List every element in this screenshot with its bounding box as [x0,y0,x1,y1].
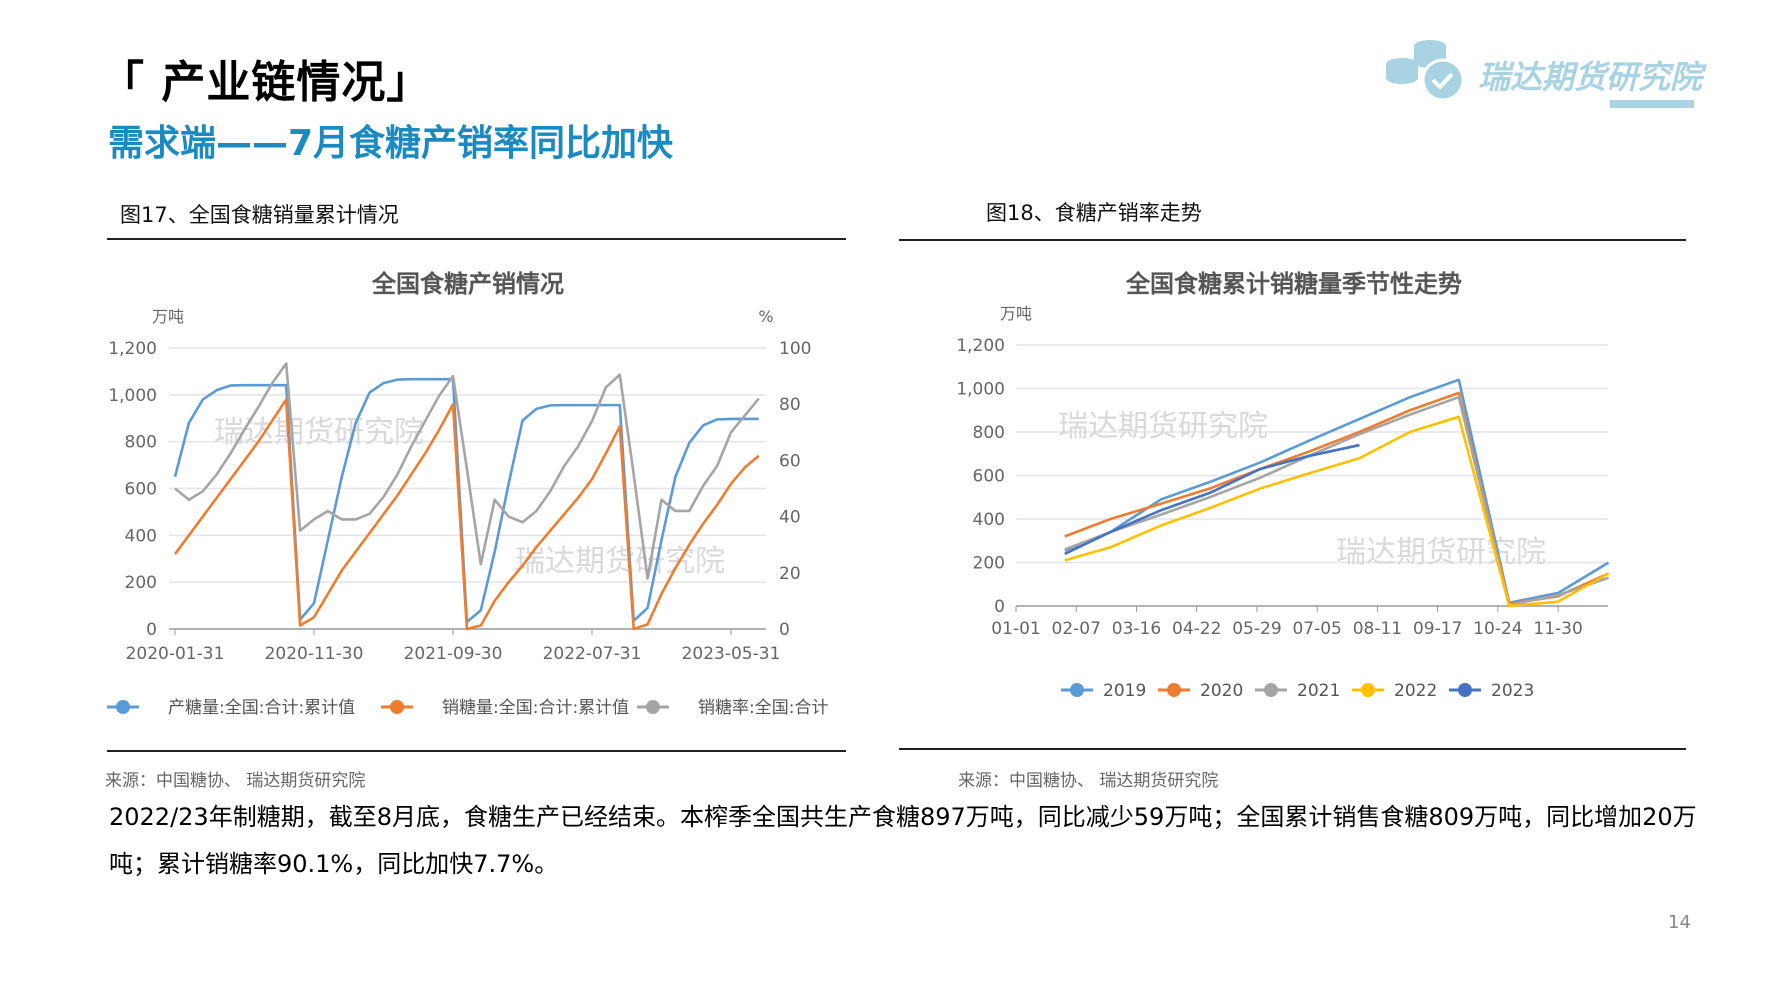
page-subtitle: 需求端——7月食糖产销率同比加快 [108,123,674,164]
figure-18-source: 来源：中国糖协、 瑞达期货研究院 [958,771,1219,791]
series-line-2023 [1064,443,1360,555]
y-tick-label: 1,000 [956,380,1005,400]
legend-dot-marker [1361,683,1375,697]
right-y-tick-label: 0 [779,620,790,640]
page-number: 14 [1668,912,1691,933]
watermark: 瑞达期货研究院 [1336,535,1546,570]
figure-18-top-rule [899,239,1686,241]
right-y-tick-label: 40 [779,508,801,528]
y-tick-label: 400 [973,510,1005,530]
x-tick-label: 2020-01-31 [126,644,225,664]
series-line-3 [174,362,760,580]
x-tick-label: 08-11 [1353,619,1402,639]
figure-17-source: 来源：中国糖协、 瑞达期货研究院 [105,771,366,791]
series-line-2022 [1064,415,1610,608]
chart-title: 全国食糖产销情况 [371,270,564,298]
legend-label: 2023 [1491,681,1534,701]
y-tick-label: 600 [973,467,1005,487]
legend-label: 销糖量:全国:合计:累计值 [442,698,629,718]
coins-check-icon [1386,40,1465,102]
y-tick-label: 0 [994,597,1005,617]
x-tick-label: 07-05 [1292,619,1341,639]
legend-label: 2020 [1200,681,1243,701]
x-tick-label: 11-30 [1533,619,1582,639]
figure-17-caption: 图17、全国食糖销量累计情况 [120,203,399,227]
logo-text: 瑞达期货研究院 [1478,58,1703,96]
series-line-2019 [1064,378,1610,605]
legend-dot-marker [390,700,404,714]
watermark: 瑞达期货研究院 [1058,409,1268,444]
left-y-tick-label: 600 [125,480,157,500]
left-y-tick-label: 1,200 [108,339,157,359]
series-line-2 [173,398,760,631]
left-y-tick-label: 200 [125,573,157,593]
left-y-tick-label: 800 [125,433,157,453]
legend-dot-marker [646,700,660,714]
left-y-tick-label: 1,000 [108,386,157,406]
figure-17-top-rule [107,238,846,240]
y-tick-label: 200 [973,554,1005,574]
legend-dot-marker [116,700,130,714]
logo-underline [1610,100,1694,108]
x-tick-label: 2021-09-30 [404,644,503,664]
legend-label: 2022 [1394,681,1437,701]
legend-label: 2019 [1103,681,1146,701]
company-logo [1385,36,1705,116]
right-axis-unit: % [758,307,773,326]
left-y-tick-label: 0 [146,620,157,640]
y-axis-unit: 万吨 [1000,304,1032,323]
x-tick-label: 02-07 [1052,619,1101,639]
x-tick-label: 09-17 [1413,619,1462,639]
section-title: 「 产业链情况」 [100,57,432,108]
y-tick-label: 1,200 [956,336,1005,356]
legend-dot-marker [1167,683,1181,697]
x-tick-label: 01-01 [991,619,1040,639]
x-tick-label: 03-16 [1112,619,1161,639]
legend-label: 产糖量:全国:合计:累计值 [168,698,355,718]
legend-label: 销糖率:全国:合计 [698,698,828,718]
x-tick-label: 2020-11-30 [265,644,364,664]
right-y-tick-label: 100 [779,339,811,359]
right-y-tick-label: 60 [779,451,801,471]
legend-dot-marker [1458,683,1472,697]
watermark: 瑞达期货研究院 [214,415,424,450]
series-line-2021 [1064,395,1610,607]
x-tick-label: 2022-07-31 [543,644,642,664]
legend-dot-marker [1264,683,1278,697]
figure-18-bottom-rule [899,748,1686,750]
x-tick-label: 04-22 [1172,619,1221,639]
left-y-tick-label: 400 [125,526,157,546]
chart-title: 全国食糖累计销糖量季节性走势 [1125,270,1462,298]
summary-paragraph: 2022/23年制糖期，截至8月底，食糖生产已经结束。本榨季全国共生产食糖897… [109,803,1697,878]
x-tick-label: 10-24 [1473,619,1522,639]
right-y-tick-label: 20 [779,564,801,584]
right-y-tick-label: 80 [779,395,801,415]
figure-18-caption: 图18、食糖产销率走势 [986,201,1202,225]
left-axis-unit: 万吨 [152,307,184,326]
x-tick-label: 2023-05-31 [682,644,781,664]
y-tick-label: 800 [973,423,1005,443]
x-tick-label: 05-29 [1232,619,1281,639]
legend-label: 2021 [1297,681,1340,701]
watermark: 瑞达期货研究院 [515,544,725,579]
legend-dot-marker [1070,683,1084,697]
figure-17-bottom-rule [107,750,846,752]
